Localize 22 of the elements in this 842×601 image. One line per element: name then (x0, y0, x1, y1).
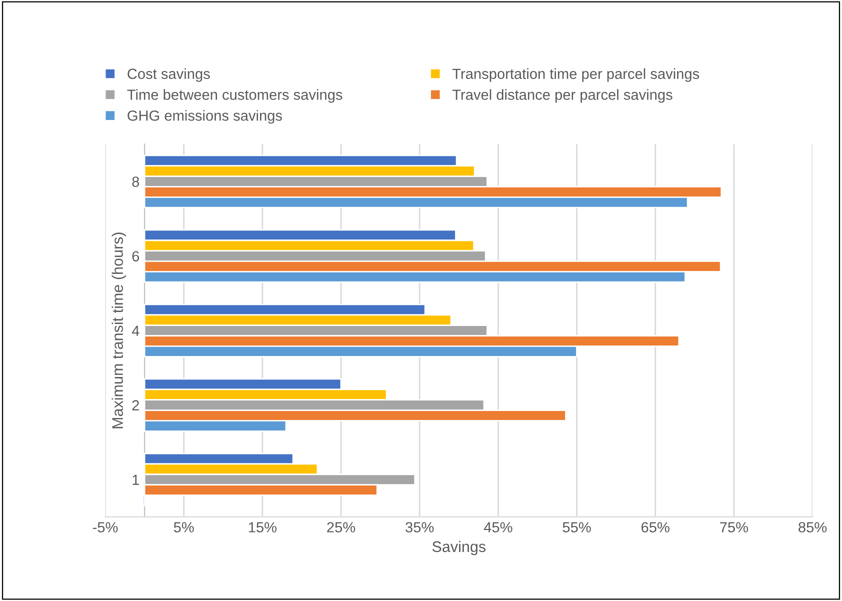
x-tick-label: 55% (562, 522, 591, 532)
x-tick-label: 85% (798, 522, 827, 532)
y-axis-title: Maximum transit time (hours) (112, 232, 126, 428)
legend-label: GHG emissions savings (128, 110, 282, 124)
x-tick-label: 65% (642, 522, 670, 532)
y-tick-label: 4 (132, 326, 140, 336)
y-tick-label: 2 (132, 400, 139, 410)
legend-label: Cost savings (128, 68, 210, 82)
x-tick-label: 5% (174, 522, 194, 532)
x-tick-label: -5% (92, 522, 118, 532)
x-tick-label: 15% (248, 522, 276, 532)
x-axis-title: Savings (432, 540, 486, 556)
y-tick-label: 1 (132, 474, 139, 485)
x-tick-label: 45% (484, 522, 512, 532)
y-tick-label: 8 (132, 176, 140, 187)
legend-label: Time between customers savings (127, 89, 342, 103)
x-tick-label: 35% (406, 522, 434, 532)
legend-label: Travel distance per parcel savings (452, 89, 672, 103)
x-tick-label: 25% (327, 522, 356, 532)
y-tick-label: 6 (132, 251, 140, 262)
legend-label: Transportation time per parcel savings (452, 68, 700, 82)
x-tick-label: 75% (720, 522, 748, 532)
